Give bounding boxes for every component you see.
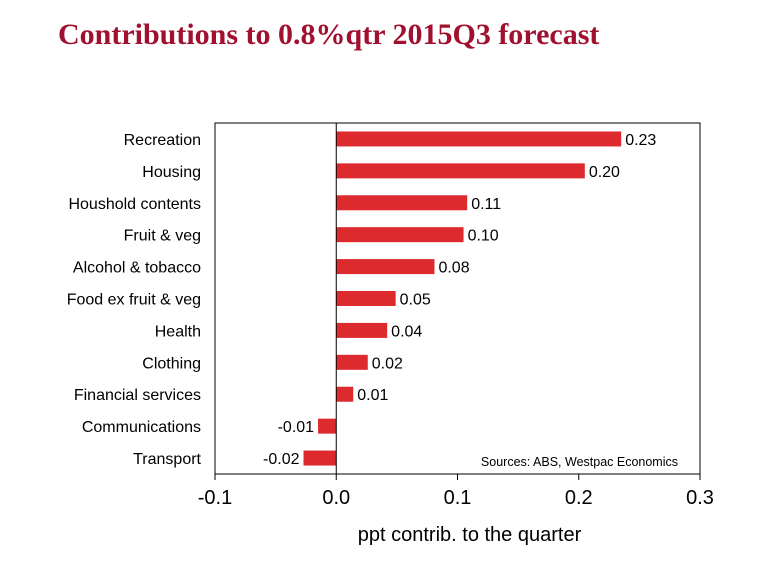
- category-label: Fruit & veg: [124, 228, 201, 245]
- x-axis-title: ppt contrib. to the quarter: [358, 524, 582, 546]
- data-label: 0.11: [471, 196, 501, 213]
- bar: [336, 386, 354, 402]
- data-label: 0.23: [625, 132, 656, 149]
- chart-title: Contributions to 0.8%qtr 2015Q3 forecast: [58, 18, 600, 51]
- x-tick-label: 0.3: [686, 487, 714, 509]
- category-label: Housing: [142, 164, 201, 181]
- x-tick-label: 0.0: [322, 487, 350, 509]
- category-label: Health: [155, 323, 201, 340]
- category-label: Alcohol & tobacco: [73, 260, 201, 277]
- bar: [336, 131, 622, 147]
- bar: [318, 418, 337, 434]
- data-label: 0.01: [357, 387, 388, 404]
- x-tick-label: 0.2: [565, 487, 593, 509]
- category-label: Houshold contents: [68, 196, 201, 213]
- data-label: 0.08: [438, 260, 469, 277]
- data-label: 0.20: [589, 164, 620, 181]
- data-label: 0.05: [400, 292, 431, 309]
- bar: [336, 354, 368, 370]
- category-label: Financial services: [74, 387, 201, 404]
- category-label: Food ex fruit & veg: [67, 292, 201, 309]
- category-label: Communications: [82, 419, 201, 436]
- value-labels: 0.23 0.20 0.11 0.10 0.08 0.05 0.04 0.02 0.01 -0.0…: [263, 132, 656, 468]
- data-label: 0.10: [468, 228, 499, 245]
- bar: [336, 227, 464, 243]
- x-axis-ticks: -0.1 0.0 0.1 0.2 0.3: [198, 474, 714, 509]
- bar: [336, 163, 585, 179]
- category-label: Recreation: [124, 132, 201, 149]
- x-tick-label: 0.1: [444, 487, 472, 509]
- bar: [303, 450, 337, 466]
- category-label: Clothing: [142, 355, 201, 372]
- bar: [336, 291, 396, 306]
- category-label: Transport: [133, 451, 201, 468]
- bar: [336, 259, 435, 275]
- bars-group: [303, 131, 622, 466]
- data-label: 0.04: [391, 323, 422, 340]
- source-note: Sources: ABS, Westpac Economics: [481, 455, 678, 469]
- x-tick-label: -0.1: [198, 487, 232, 509]
- bar: [336, 322, 388, 338]
- data-label: -0.01: [278, 419, 315, 436]
- data-label: -0.02: [263, 451, 300, 468]
- category-labels: Recreation Housing Houshold contents Fruit …: [67, 132, 202, 468]
- bar: [336, 195, 468, 211]
- data-label: 0.02: [372, 355, 403, 372]
